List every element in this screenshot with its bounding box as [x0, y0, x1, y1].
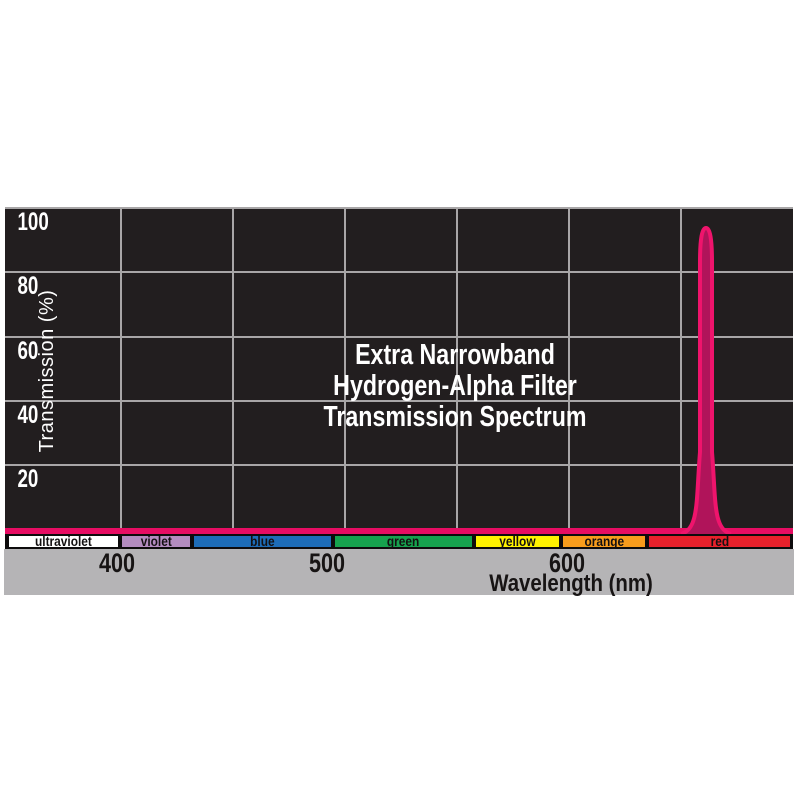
spectrum-band: red — [649, 533, 790, 549]
y-tick-label: 60 — [17, 337, 39, 365]
spectrum-band-label: green — [387, 533, 420, 549]
x-axis-area: 400 500 600 Wavelength (nm) — [4, 548, 794, 597]
x-tick-label: 400 — [98, 548, 136, 578]
horizontal-gridline — [5, 464, 793, 466]
spectrum-band-label: ultraviolet — [35, 533, 92, 549]
h-alpha-peak-outline — [680, 225, 732, 534]
h-alpha-peak-fill — [681, 228, 731, 534]
chart-title-line-2: Hydrogen-Alpha Filter — [333, 370, 577, 402]
chart-title-line-3: Transmission Spectrum — [323, 401, 587, 433]
x-tick-label: 500 — [308, 548, 346, 578]
y-tick-label: 40 — [17, 401, 39, 429]
y-tick-label: 80 — [17, 272, 39, 300]
x-axis-title: Wavelength (nm) — [489, 570, 653, 597]
horizontal-gridline — [5, 400, 793, 402]
spectrum-band-label: blue — [250, 533, 275, 549]
vertical-gridline — [680, 207, 682, 528]
spectrum-band-label: orange — [584, 533, 624, 549]
spectrum-color-bar: ultraviolet violet blue green yellow ora… — [5, 534, 793, 549]
spectrum-band: ultraviolet — [9, 533, 118, 549]
y-tick-label: 20 — [17, 465, 39, 493]
spectrum-band: blue — [194, 533, 331, 549]
spectrum-band: yellow — [476, 533, 559, 549]
vertical-gridline — [232, 207, 234, 528]
vertical-gridline — [568, 207, 570, 528]
chart-title-line-1: Extra Narrowband — [355, 339, 555, 371]
spectrum-band-label: yellow — [499, 533, 536, 549]
spectrum-band: green — [335, 533, 472, 549]
horizontal-gridline — [5, 336, 793, 338]
spectrum-band: orange — [563, 533, 645, 549]
spectrum-band: violet — [122, 533, 190, 549]
horizontal-gridline — [5, 207, 793, 209]
vertical-gridline — [456, 207, 458, 528]
transmission-curve — [5, 225, 793, 534]
spectrum-band-label: violet — [140, 533, 172, 549]
horizontal-gridline — [5, 271, 793, 273]
plot-area: 100 80 60 40 20 Transmission (%) Extra N… — [5, 207, 793, 528]
zero-baseline — [5, 528, 793, 534]
vertical-gridline — [120, 207, 122, 528]
spectrum-band-label: red — [710, 533, 729, 549]
chart-title: Extra Narrowband Hydrogen-Alpha Filter T… — [323, 340, 586, 433]
vertical-gridline — [344, 207, 346, 528]
x-tick-label: 600 — [548, 548, 586, 578]
